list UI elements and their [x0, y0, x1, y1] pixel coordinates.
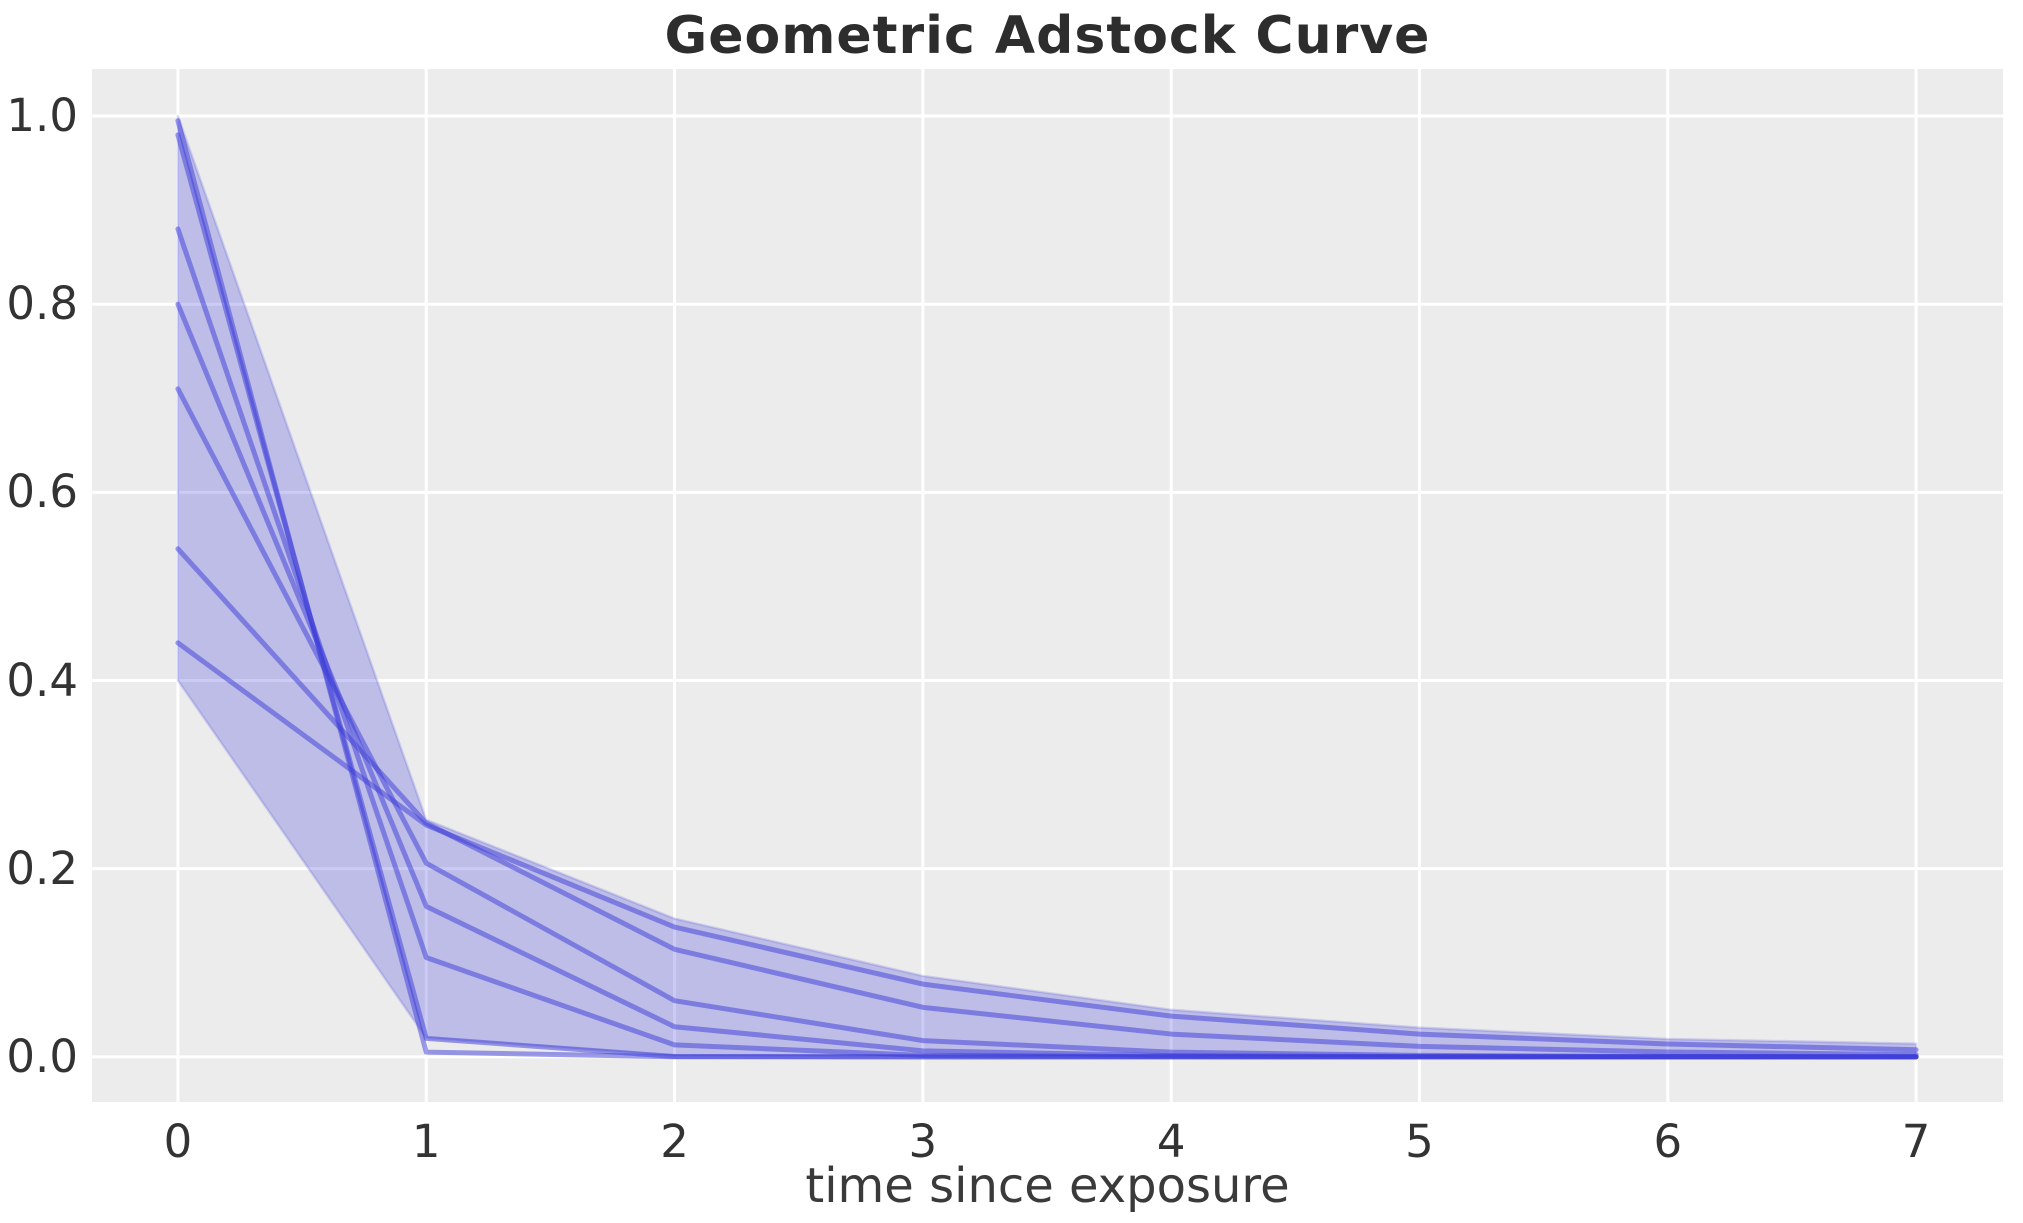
x-tick-label: 2	[660, 1115, 689, 1168]
y-tick-label: 0.0	[6, 1029, 78, 1083]
x-tick-label: 3	[908, 1115, 938, 1168]
x-tick-label: 1	[411, 1115, 441, 1168]
y-tick-label: 0.8	[6, 277, 78, 331]
adstock-sample-line-5	[175, 386, 1919, 1060]
y-tick-label: 0.2	[6, 841, 78, 895]
x-tick-label: 0	[163, 1115, 193, 1168]
chart-title: Geometric Adstock Curve	[664, 6, 1431, 66]
x-tick-label: 7	[1901, 1115, 1931, 1168]
y-tick-label: 0.4	[6, 653, 78, 707]
x-axis-label: time since exposure	[805, 1158, 1290, 1214]
plot-area	[92, 69, 2003, 1102]
y-tick-label: 1.0	[6, 89, 78, 143]
x-tick-label: 4	[1156, 1115, 1186, 1168]
adstock-sample-line-7	[175, 640, 1919, 1053]
x-tick-label: 5	[1405, 1115, 1434, 1168]
y-tick-label: 0.6	[6, 465, 78, 519]
x-tick-label: 6	[1653, 1115, 1683, 1168]
